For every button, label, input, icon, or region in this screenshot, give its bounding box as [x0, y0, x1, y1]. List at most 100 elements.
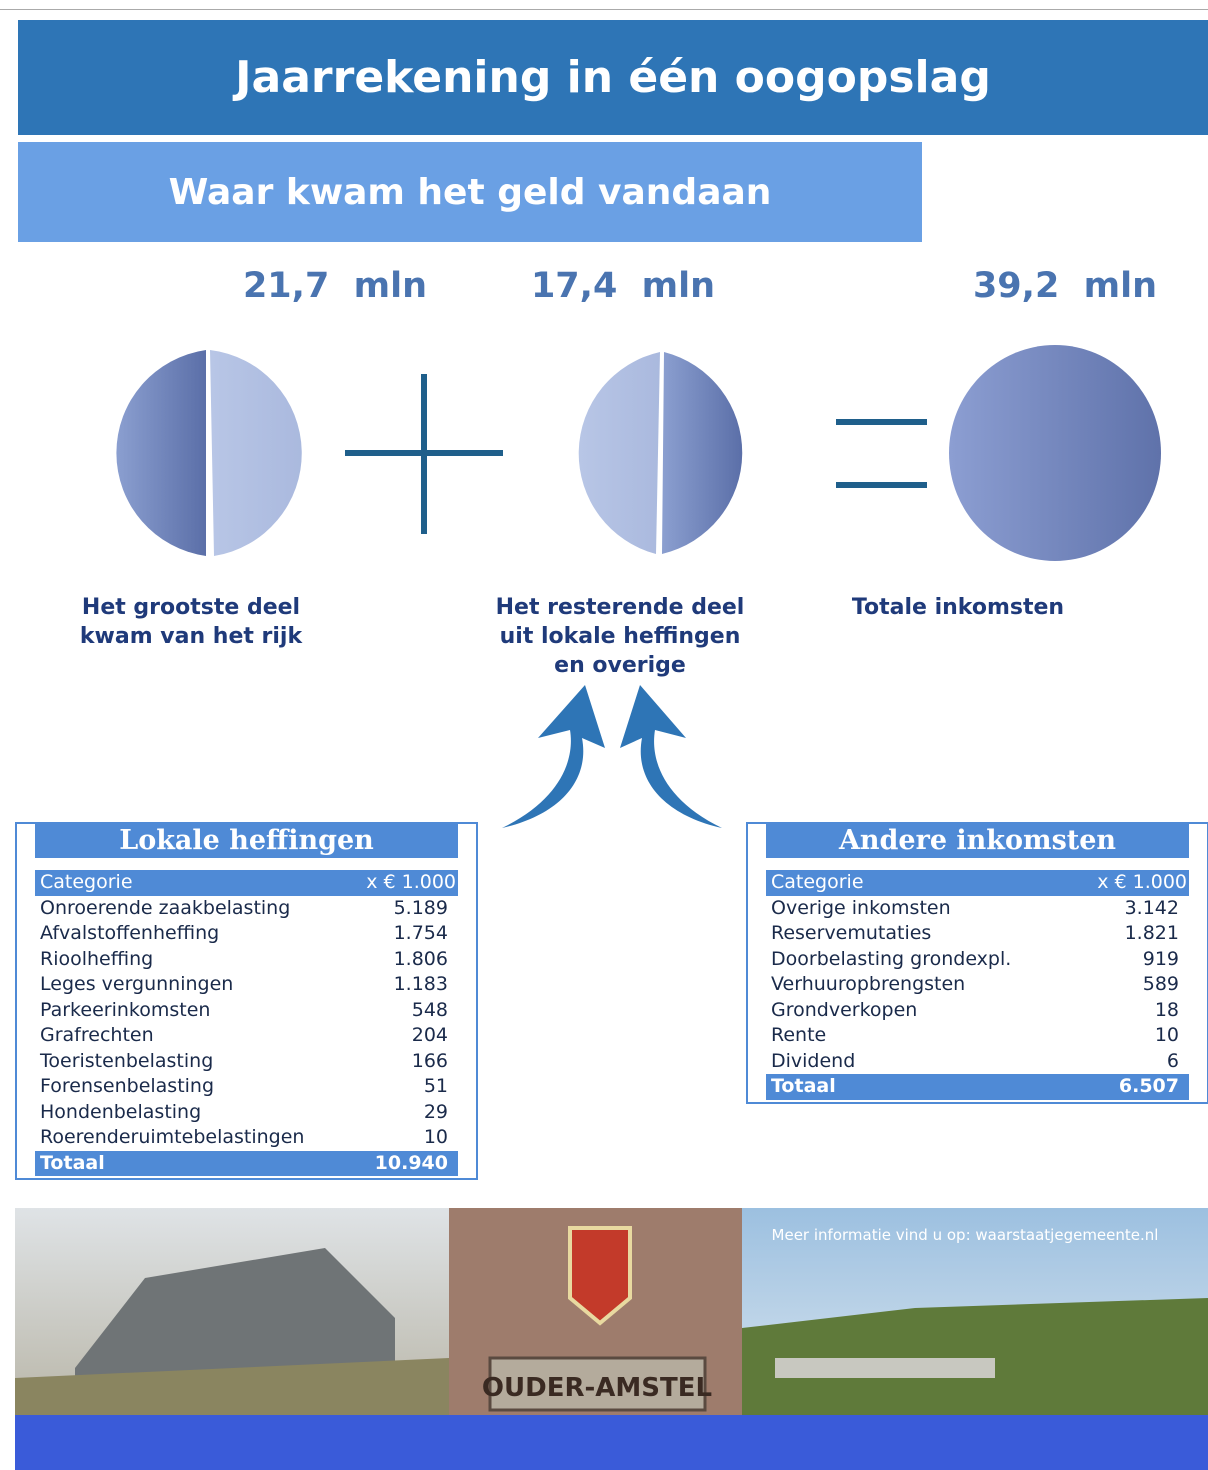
table-total: Totaal 6.507 [766, 1074, 1189, 1100]
photo-caption: Meer informatie vind u op: waarstaatjege… [772, 1226, 1159, 1244]
cell-value: 1.821 [1125, 921, 1179, 947]
cell-value: 3.142 [1125, 896, 1179, 922]
cell-value: 1.183 [394, 972, 448, 998]
label-line: Het grootste deel [31, 593, 351, 622]
table-total: Totaal 10.940 [35, 1151, 458, 1177]
cell-value: 1.806 [394, 947, 448, 973]
footer-band [15, 1415, 1208, 1470]
cell-value: 10 [424, 1125, 448, 1151]
cell-name: Reservemutaties [771, 921, 931, 947]
cell-value: 6 [1167, 1049, 1179, 1075]
cell-name: Roerenderuimtebelastingen [40, 1125, 304, 1151]
cell-name: Doorbelasting grondexpl. [771, 947, 1011, 973]
table-row: Reservemutaties 1.821 [766, 921, 1189, 947]
cell-name: Rente [771, 1023, 826, 1049]
arrow [502, 685, 605, 828]
total-cell: 10.940 [375, 1151, 448, 1177]
divider [0, 9, 1208, 10]
cell-name: Verhuuropbrengsten [771, 972, 965, 998]
column-header: Categorie [40, 870, 133, 896]
cell-name: Onroerende zaakbelasting [40, 896, 290, 922]
table-row: Onroerende zaakbelasting 5.189 [35, 896, 458, 922]
cell-name: Grafrechten [40, 1023, 154, 1049]
cell-name: Hondenbelasting [40, 1100, 201, 1126]
table-title: Lokale heffingen [35, 824, 458, 858]
photo-strip: OUDER-AMSTEL Meer informatie vind u op: … [15, 1208, 1208, 1470]
cell-value: 10 [1155, 1023, 1179, 1049]
table-row: Rente 10 [766, 1023, 1189, 1049]
column-header: x € 1.000 [1097, 870, 1187, 896]
table-row: Doorbelasting grondexpl. 919 [766, 947, 1189, 973]
label-line: kwam van het rijk [31, 622, 351, 651]
amount: 21,7 mln [185, 266, 485, 306]
cell-value: 548 [412, 998, 448, 1024]
table-row: Forensenbelasting 51 [35, 1074, 458, 1100]
table-row: Afvalstoffenheffing 1.754 [35, 921, 458, 947]
arrow [620, 685, 722, 828]
cell-name: Dividend [771, 1049, 855, 1075]
table-row: Hondenbelasting 29 [35, 1100, 458, 1126]
table-header: Categorie x € 1.000 [766, 870, 1189, 896]
cell-value: 166 [412, 1049, 448, 1075]
table-row: Overige inkomsten 3.142 [766, 896, 1189, 922]
sign-text: OUDER-AMSTEL [482, 1373, 712, 1403]
amount-label: Totale inkomsten [798, 593, 1118, 622]
illustration [0, 330, 1208, 840]
cell-value: 204 [412, 1023, 448, 1049]
cell-value: 51 [424, 1074, 448, 1100]
cell-name: Overige inkomsten [771, 896, 951, 922]
table-row: Toeristenbelasting 166 [35, 1049, 458, 1075]
amount-value: 21,7 [243, 266, 329, 306]
table-row: Parkeerinkomsten 548 [35, 998, 458, 1024]
amount-value: 39,2 [973, 266, 1059, 306]
table-row: Dividend 6 [766, 1049, 1189, 1075]
label-line: en overige [460, 651, 780, 680]
cell-name: Leges vergunningen [40, 972, 233, 998]
amount-unit: mln [1084, 266, 1157, 306]
label-line: Totale inkomsten [798, 593, 1118, 622]
amount: 39,2 mln [915, 266, 1208, 306]
column-header: x € 1.000 [366, 870, 456, 896]
column-header: Categorie [771, 870, 864, 896]
label-line: uit lokale heffingen [460, 622, 780, 651]
pie-slice [579, 352, 660, 554]
cell-value: 919 [1143, 947, 1179, 973]
header-title: Jaarrekening in één oogopslag [18, 20, 1208, 135]
amount: 17,4 mln [473, 266, 773, 306]
cell-value: 589 [1143, 972, 1179, 998]
table-row: Roerenderuimtebelastingen 10 [35, 1125, 458, 1151]
table-row: Verhuuropbrengsten 589 [766, 972, 1189, 998]
cell-name: Parkeerinkomsten [40, 998, 210, 1024]
amount-unit: mln [354, 266, 427, 306]
label-line: Het resterende deel [460, 593, 780, 622]
header-subtitle: Waar kwam het geld vandaan [18, 142, 922, 242]
total-cell: Totaal [771, 1074, 836, 1100]
pie [949, 345, 1161, 561]
bridge [775, 1358, 995, 1378]
total-cell: 6.507 [1119, 1074, 1179, 1100]
table-row: Grafrechten 204 [35, 1023, 458, 1049]
amount-unit: mln [642, 266, 715, 306]
page: Jaarrekening in één oogopslag Waar kwam … [0, 0, 1208, 1470]
cell-name: Rioolheffing [40, 947, 153, 973]
amount-value: 17,4 [531, 266, 617, 306]
table-row: Rioolheffing 1.806 [35, 947, 458, 973]
cell-name: Toeristenbelasting [40, 1049, 213, 1075]
table-row: Leges vergunningen 1.183 [35, 972, 458, 998]
table-header: Categorie x € 1.000 [35, 870, 458, 896]
table-title: Andere inkomsten [766, 824, 1189, 858]
cell-value: 1.754 [394, 921, 448, 947]
cell-value: 18 [1155, 998, 1179, 1024]
cell-name: Forensenbelasting [40, 1074, 214, 1100]
pie-slice [210, 350, 302, 556]
cell-name: Afvalstoffenheffing [40, 921, 219, 947]
cell-value: 5.189 [394, 896, 448, 922]
total-cell: Totaal [40, 1151, 105, 1177]
cell-value: 29 [424, 1100, 448, 1126]
pie-slice [116, 350, 206, 556]
